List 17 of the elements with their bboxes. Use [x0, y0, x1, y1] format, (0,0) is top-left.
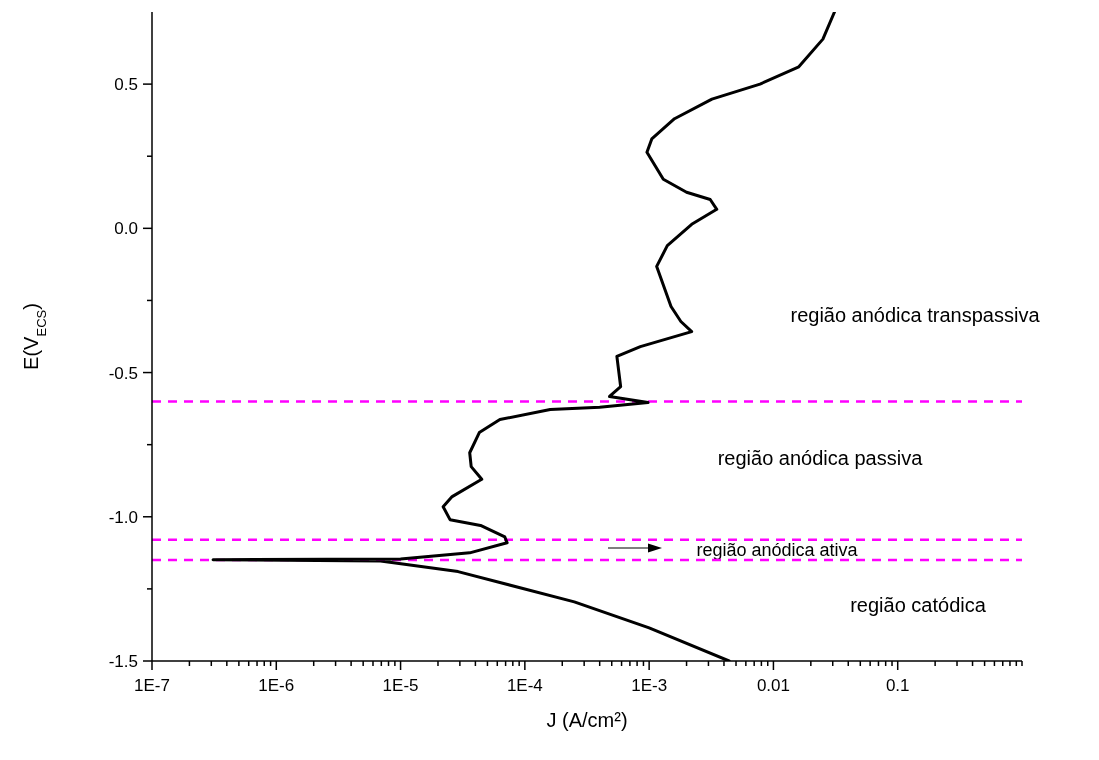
x-tick-label: 1E-7 — [134, 676, 170, 695]
y-tick-label: -1.0 — [108, 507, 138, 527]
x-tick-label: 1E-5 — [382, 676, 419, 695]
x-tick-label: 0.1 — [885, 676, 910, 695]
x-tick-label: 0.01 — [756, 676, 790, 695]
x-tick-label: 1E-3 — [631, 676, 668, 695]
annotation: região anódica ativa — [696, 540, 859, 560]
annotation: região catódica — [850, 594, 987, 616]
annotation: região anódica transpassiva — [790, 304, 1041, 326]
y-tick-label: -0.5 — [108, 363, 138, 383]
x-axis-title: J (A/cm²) — [546, 709, 628, 731]
x-tick-label: 1E-4 — [506, 676, 543, 695]
annotation: região anódica passiva — [717, 447, 924, 469]
y-tick-label: 0.5 — [114, 75, 138, 95]
y-tick-label: -1.5 — [108, 652, 138, 671]
x-tick-label: 1E-6 — [258, 676, 295, 695]
y-tick-label: 0.0 — [114, 219, 138, 239]
